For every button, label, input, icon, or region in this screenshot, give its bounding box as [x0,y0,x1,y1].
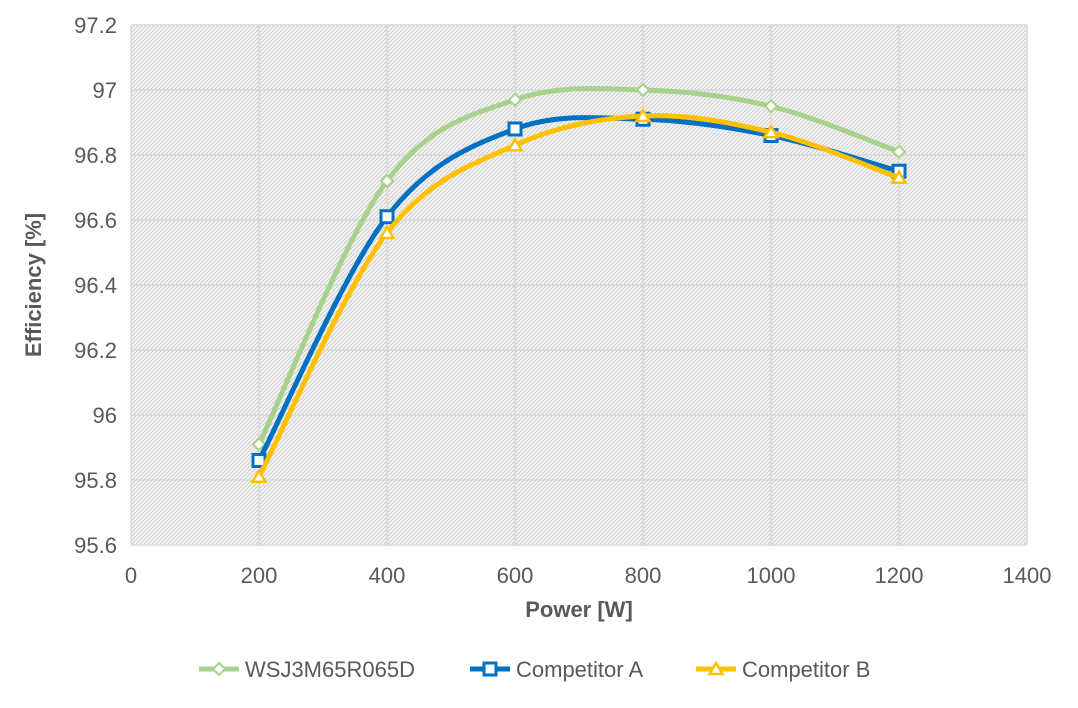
y-tick-label: 97.2 [74,13,117,38]
data-point [506,136,524,152]
data-point [634,107,652,123]
series-3 [250,107,908,483]
series-1 [251,82,907,452]
y-tick-label: 96.8 [74,143,117,168]
legend-label: Competitor A [516,657,643,682]
data-point [891,144,907,160]
data-point [890,169,908,184]
y-tick-label: 95.6 [74,533,117,558]
data-point [763,98,779,114]
data-point [635,82,651,98]
legend-marker [707,660,725,676]
data-point [507,121,523,137]
data-point [379,209,395,225]
x-tick-label: 1400 [1003,563,1052,588]
data-point [251,436,267,452]
y-axis-label: Efficiency [%] [21,213,46,357]
legend-marker [211,661,227,677]
legend-entry: Competitor A [470,657,643,682]
x-axis-label: Power [W] [525,597,633,622]
y-tick-label: 96.6 [74,208,117,233]
data-point [762,123,780,139]
data-point [507,92,523,108]
y-tick-label: 96.4 [74,273,117,298]
data-point [250,468,268,483]
y-tick-label: 95.8 [74,468,117,493]
tick-labels: 95.6 95.8 96 96.2 96.4 96.6 96.8 97 97.2 0 200 400 6… [74,13,1051,588]
legend-label: Competitor B [742,657,870,682]
x-tick-label: 1000 [747,563,796,588]
x-tick-label: 1200 [875,563,924,588]
x-tick-label: 200 [241,563,278,588]
x-tick-label: 600 [497,563,534,588]
x-tick-label: 800 [625,563,662,588]
series-lines [250,82,908,483]
y-tick-label: 96.2 [74,338,117,363]
y-tick-label: 96 [93,403,117,428]
legend: WSJ3M65R065D Competitor A Competitor B [199,657,870,682]
x-tick-label: 0 [125,563,137,588]
y-tick-label: 97 [93,78,117,103]
data-point [378,224,396,240]
legend-label: WSJ3M65R065D [245,657,415,682]
legend-entry: Competitor B [696,657,870,682]
legend-entry: WSJ3M65R065D [199,657,415,682]
x-tick-label: 400 [369,563,406,588]
data-point [379,173,395,189]
legend-marker [482,661,498,677]
